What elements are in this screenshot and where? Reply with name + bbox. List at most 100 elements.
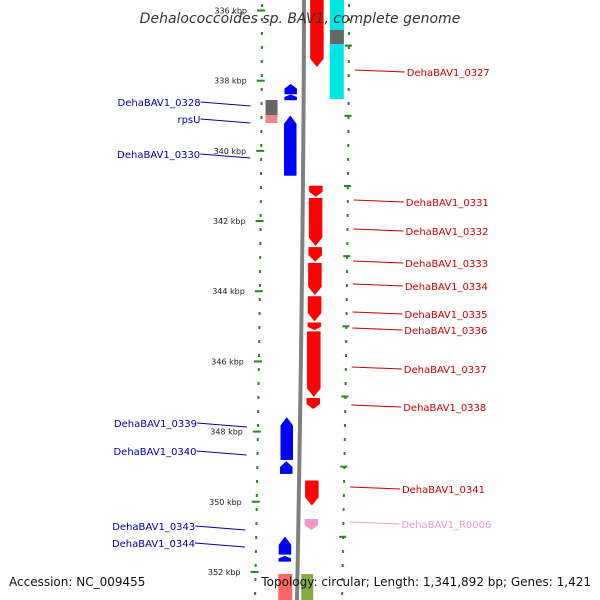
guide-dot	[254, 578, 257, 581]
guide-dot	[260, 130, 263, 133]
scale-tick-mark	[256, 9, 265, 12]
guide-dot	[257, 354, 260, 357]
gene-arrow[interactable]	[284, 115, 297, 176]
guide-dot	[346, 242, 349, 245]
guide-dot	[347, 158, 350, 161]
label-leader	[195, 525, 246, 531]
gene-arrow[interactable]	[306, 398, 321, 410]
gene-label[interactable]: DehaBAV1_0340	[113, 447, 196, 458]
feature-block	[301, 574, 314, 600]
guide-dot	[345, 312, 348, 315]
gene-label[interactable]: DehaBAV1_0338	[403, 403, 486, 414]
guide-dot	[346, 270, 349, 273]
minor-tick-mark	[343, 255, 351, 258]
scale-tick-label: 352 kbp	[208, 568, 241, 577]
scale-tick-mark	[255, 220, 264, 223]
accession-text: Accession: NC_009455	[9, 575, 145, 589]
gene-arrow[interactable]	[284, 83, 297, 95]
guide-dot	[347, 88, 350, 91]
gene-label[interactable]: DehaBAV1_0341	[402, 485, 485, 496]
gene-label[interactable]: DehaBAV1_0334	[405, 282, 488, 293]
gene-arrow[interactable]	[304, 519, 319, 531]
guide-dot	[259, 242, 262, 245]
guide-dot	[341, 550, 344, 553]
guide-dot	[343, 424, 346, 427]
gene-label[interactable]: DehaBAV1_R0006	[401, 520, 491, 531]
gene-label[interactable]: DehaBAV1_0327	[407, 68, 490, 79]
guide-dot	[255, 522, 258, 525]
guide-dot	[258, 298, 261, 301]
guide-dot	[346, 228, 349, 231]
guide-dot	[347, 102, 350, 105]
scale-tick-mark	[254, 290, 263, 293]
gene-arrow[interactable]	[278, 536, 292, 555]
gene-arrow[interactable]	[308, 262, 322, 296]
guide-dot	[260, 74, 263, 77]
gene-label[interactable]: DehaBAV1_0328	[118, 98, 201, 109]
guide-dot	[347, 144, 350, 147]
gene-label[interactable]: DehaBAV1_0336	[404, 326, 487, 337]
gene-label[interactable]: DehaBAV1_0330	[117, 150, 200, 161]
scale-tick-label: 342 kbp	[213, 217, 246, 226]
guide-dot	[255, 536, 258, 539]
gene-arrow[interactable]	[280, 417, 294, 460]
guide-dot	[347, 46, 350, 49]
gene-arrow[interactable]	[307, 331, 321, 397]
gene-label[interactable]: rpsU	[177, 115, 200, 126]
label-leader	[352, 311, 403, 315]
scale-tick-label: 348 kbp	[210, 428, 243, 437]
gene-arrow[interactable]	[278, 555, 291, 562]
guide-dot	[342, 508, 345, 511]
gene-label[interactable]: DehaBAV1_0332	[405, 227, 488, 238]
feature-block	[329, 30, 344, 44]
gene-arrow[interactable]	[284, 94, 297, 101]
guide-dot	[345, 284, 348, 287]
guide-dot	[254, 564, 257, 567]
label-leader	[352, 283, 403, 287]
gene-arrow[interactable]	[305, 480, 319, 506]
guide-dot	[344, 382, 347, 385]
label-leader	[196, 450, 247, 456]
guide-dot	[258, 312, 261, 315]
feature-block	[265, 115, 278, 123]
gene-arrow[interactable]	[309, 185, 323, 197]
scale-ticks: 336 kbp 338 kbp 340 kbp 342 kbp 344 kbp 346 k…	[208, 7, 352, 577]
gene-arrow[interactable]	[307, 322, 322, 331]
gene-label[interactable]: DehaBAV1_0339	[114, 419, 197, 430]
gene-arrow[interactable]	[280, 461, 293, 474]
guide-dot	[255, 494, 258, 497]
gene-arrow[interactable]	[310, 0, 324, 68]
label-leader	[200, 153, 251, 159]
gene-label[interactable]: DehaBAV1_0337	[404, 365, 487, 376]
guide-dot	[259, 200, 262, 203]
guide-dot	[260, 102, 263, 105]
guide-dot	[346, 214, 349, 217]
guide-dot	[342, 522, 345, 525]
scale-tick-mark	[250, 570, 259, 573]
guide-dot	[343, 480, 346, 483]
guide-dot	[256, 438, 259, 441]
label-leader	[351, 404, 402, 408]
map-title: Dehalococcoides sp. BAV1, complete genom…	[140, 11, 461, 27]
gene-label[interactable]: DehaBAV1_0343	[112, 522, 195, 533]
gene-label[interactable]: DehaBAV1_0333	[405, 259, 488, 270]
gene-label[interactable]: DehaBAV1_0344	[112, 539, 195, 550]
guide-dot	[260, 172, 263, 175]
gene-labels: DehaBAV1_0327 DehaBAV1_0328 rpsU DehaBAV1_0…	[112, 68, 491, 550]
guide-dot	[257, 382, 260, 385]
scale-tick-label: 350 kbp	[209, 498, 242, 507]
guide-dot	[258, 326, 261, 329]
guide-dot	[347, 32, 350, 35]
guide-dot	[260, 46, 263, 49]
guide-dot	[259, 186, 262, 189]
gene-arrow[interactable]	[308, 198, 323, 247]
gene-label[interactable]: DehaBAV1_0331	[406, 198, 489, 209]
guide-dot	[257, 396, 260, 399]
minor-tick-mark	[341, 395, 349, 398]
gene-label[interactable]: DehaBAV1_0335	[405, 310, 488, 321]
gene-arrow[interactable]	[307, 296, 322, 322]
minor-tick-mark	[340, 465, 348, 468]
gene-arrow[interactable]	[308, 247, 322, 262]
guide-dot	[347, 130, 350, 133]
